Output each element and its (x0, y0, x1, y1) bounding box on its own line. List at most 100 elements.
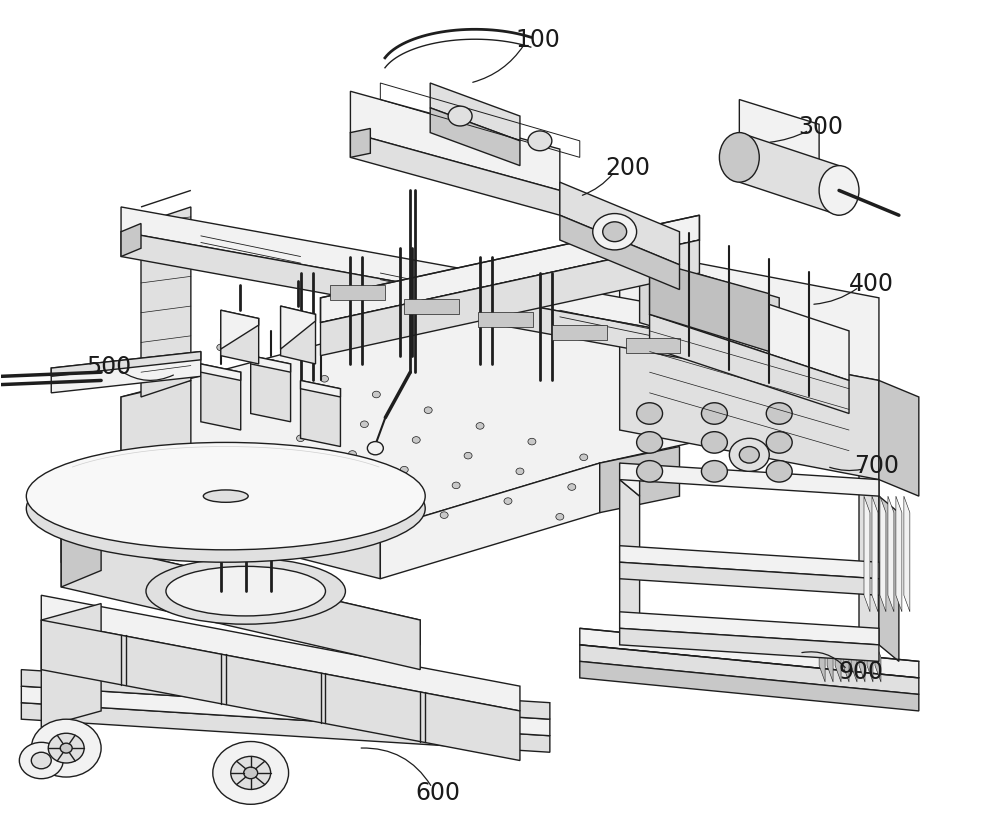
Polygon shape (251, 356, 291, 422)
Circle shape (297, 436, 305, 442)
Polygon shape (221, 310, 259, 349)
Circle shape (400, 467, 408, 474)
Polygon shape (251, 356, 291, 373)
Circle shape (766, 461, 792, 483)
Polygon shape (859, 480, 879, 645)
Polygon shape (301, 381, 340, 397)
Polygon shape (121, 224, 141, 258)
Circle shape (464, 453, 472, 460)
Circle shape (60, 744, 72, 753)
Polygon shape (620, 249, 879, 381)
Polygon shape (640, 258, 779, 364)
Circle shape (452, 483, 460, 489)
Circle shape (412, 437, 420, 444)
Circle shape (336, 481, 344, 488)
Circle shape (729, 439, 769, 472)
Polygon shape (41, 595, 520, 711)
Circle shape (244, 768, 258, 779)
Polygon shape (201, 364, 241, 431)
Polygon shape (620, 464, 640, 497)
Ellipse shape (203, 490, 248, 503)
Polygon shape (320, 216, 699, 323)
Circle shape (556, 514, 564, 521)
Polygon shape (600, 447, 680, 513)
Polygon shape (41, 604, 101, 728)
Polygon shape (879, 381, 919, 497)
Circle shape (637, 432, 663, 454)
Bar (404, 299, 459, 314)
Polygon shape (835, 641, 841, 682)
Polygon shape (859, 641, 865, 682)
Text: 400: 400 (848, 272, 893, 296)
Circle shape (48, 734, 84, 763)
Polygon shape (650, 266, 849, 381)
Circle shape (231, 757, 271, 789)
Circle shape (440, 513, 448, 519)
Polygon shape (121, 381, 191, 513)
Polygon shape (51, 352, 201, 377)
Circle shape (476, 423, 484, 430)
Polygon shape (843, 641, 849, 682)
Polygon shape (350, 129, 370, 158)
Polygon shape (872, 497, 878, 612)
Polygon shape (650, 315, 849, 414)
Circle shape (257, 390, 265, 397)
Polygon shape (61, 537, 420, 670)
Polygon shape (301, 381, 340, 447)
Circle shape (217, 344, 225, 351)
Circle shape (739, 447, 759, 464)
Polygon shape (580, 662, 919, 711)
Polygon shape (620, 331, 879, 480)
Polygon shape (201, 364, 241, 381)
Polygon shape (739, 133, 839, 216)
Text: 900: 900 (838, 659, 883, 683)
Polygon shape (121, 208, 759, 348)
Polygon shape (739, 150, 819, 200)
Circle shape (701, 432, 727, 454)
Polygon shape (888, 497, 894, 612)
Polygon shape (560, 216, 680, 291)
Polygon shape (620, 562, 879, 595)
Polygon shape (580, 645, 919, 695)
Polygon shape (61, 522, 101, 587)
Polygon shape (281, 306, 316, 349)
Text: 500: 500 (86, 354, 132, 378)
Circle shape (213, 742, 289, 804)
Circle shape (593, 214, 637, 251)
Circle shape (637, 403, 663, 425)
Polygon shape (827, 641, 833, 682)
Circle shape (516, 469, 524, 475)
Polygon shape (739, 100, 819, 175)
Circle shape (348, 451, 356, 458)
Polygon shape (875, 641, 881, 682)
Circle shape (309, 406, 317, 412)
Polygon shape (141, 208, 191, 397)
Circle shape (603, 223, 627, 243)
Bar (330, 286, 385, 301)
Ellipse shape (146, 558, 345, 624)
Polygon shape (221, 310, 259, 364)
Circle shape (360, 421, 368, 428)
Bar (478, 312, 533, 327)
Polygon shape (819, 641, 825, 682)
Ellipse shape (819, 166, 859, 216)
Polygon shape (21, 703, 550, 753)
Circle shape (580, 455, 588, 461)
Circle shape (766, 432, 792, 454)
Polygon shape (430, 84, 520, 142)
Polygon shape (896, 497, 902, 612)
Circle shape (528, 439, 536, 445)
Polygon shape (350, 92, 560, 191)
Polygon shape (620, 464, 879, 497)
Polygon shape (560, 183, 680, 266)
Text: 300: 300 (799, 115, 844, 139)
Ellipse shape (719, 133, 759, 183)
Circle shape (320, 376, 328, 383)
Circle shape (528, 132, 552, 152)
Circle shape (372, 392, 380, 398)
Text: 100: 100 (515, 28, 560, 52)
Polygon shape (864, 497, 870, 612)
Polygon shape (867, 641, 873, 682)
Polygon shape (620, 480, 640, 645)
Polygon shape (380, 464, 600, 579)
